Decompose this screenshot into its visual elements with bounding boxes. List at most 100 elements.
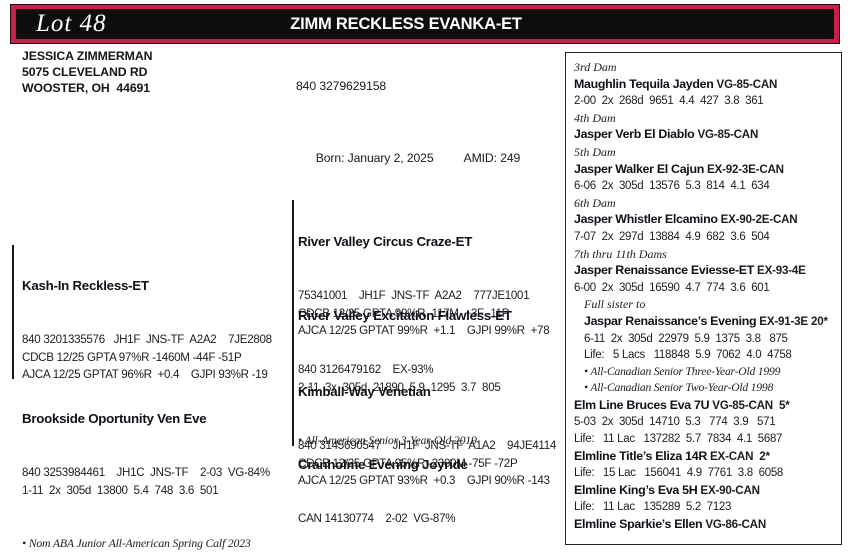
left-pedigree-bracket-line (12, 245, 14, 379)
pedigree-data-line: CDCB 12/25 GPTA 97%R -1460M -44F -51P (22, 350, 242, 364)
classification-score: VG-85-CAN (713, 77, 778, 91)
pedigree-entry-dam: Brookside Oportunity Ven Eve 840 3253984… (22, 374, 270, 556)
pedigree-entry-grandparent: Cranholme Evening Joyride CAN 14130774 2… (298, 420, 468, 556)
pedigree-data-line: 840 3201335576 JH1F JNS-TF A2A2 7JE2808 (22, 333, 272, 346)
pedigree-data-line: 840 3253984461 JH1C JNS-TF 2-03 VG-84% (22, 466, 270, 479)
birth-line: Born: January 2, 2025 AMID: 249 (296, 131, 521, 185)
family-rows: 3rd Dam Maughlin Tequila Jayden VG-85-CAN… (574, 59, 837, 534)
consignor-line: 5075 CLEVELAND RD (22, 65, 148, 79)
family-row-name: Jasper Walker El Cajun EX-92-3E-CAN (574, 161, 837, 179)
family-row-data: Life: 11 Lac 135289 5.2 7123 (574, 501, 732, 514)
family-row-name: Maughlin Tequila Jayden VG-85-CAN (574, 76, 837, 94)
pedigree-lines: CAN 14130774 2-02 VG-87% (298, 510, 468, 528)
consignor-block: JESSICA ZIMMERMAN 5075 CLEVELAND RD WOOSTE… (22, 48, 152, 96)
pedigree-lines: 840 3145690547 JH1F JNS-TF A1A2 94JE4114… (298, 437, 556, 490)
pedigree-data-line: 1-11 2x 305d 13800 5.4 748 3.6 501 (22, 483, 219, 497)
birth-date: Born: January 2, 2025 (315, 151, 434, 165)
family-row-name: Jasper Renaissance Eviesse-ET EX-93-4E (574, 262, 837, 280)
pedigree-lines: 840 3201335576 JH1F JNS-TF A2A2 7JE2808 C… (22, 331, 272, 384)
family-row-name: Elm Line Bruces Eva 7U VG-85-CAN 5* (574, 397, 837, 415)
family-row-label: 6th Dam (574, 195, 616, 210)
pedigree-data-line: CDCB 12/25 GPTA 99%R -117M +3F -11P (298, 306, 510, 320)
animal-name: Elmline Title’s Eliza 14R (574, 448, 707, 463)
award-bullet: 1st Spring Calf, International Jersey Jr… (22, 552, 270, 556)
consignor-line: WOOSTER, OH 44691 (22, 81, 151, 95)
pedigree-data-line: AJCA 12/25 GPTAT 99%R +1.1 GJPI 99%R +78 (298, 324, 550, 338)
family-row-label: 7th thru 11th Dams (574, 246, 667, 261)
pedigree-entry-sire: Kash-In Reckless-ET 840 3201335576 JH1F … (22, 241, 272, 456)
amid-value: AMID: 249 (463, 151, 521, 165)
family-row-name: Jaspar Renaissance’s Evening EX-91-3E 20… (574, 313, 837, 331)
family-row-data: 6-11 2x 305d 22979 5.9 1375 3.8 875 (584, 332, 788, 345)
family-row-label: 5th Dam (574, 144, 616, 159)
animal-name: Cranholme Evening Joyride (298, 457, 468, 472)
family-row-data: 6-00 2x 305d 16590 4.7 774 3.6 601 (574, 281, 770, 294)
consignor-line: JESSICA ZIMMERMAN (22, 49, 153, 63)
animal-name: Maughlin Tequila Jayden (574, 76, 714, 91)
family-row-data: Life: 5 Lacs 118848 5.9 7062 4.0 4758 (584, 349, 792, 362)
family-row-data: Life: 11 Lac 137282 5.7 7834 4.1 5687 (574, 433, 783, 446)
animal-name: Jasper Renaissance Eviesse-ET (574, 263, 755, 278)
family-row-bullet: All-Canadian Senior Two-Year-Old 1998 (574, 380, 837, 397)
classification-score: EX-93-4E (754, 264, 806, 278)
animal-name: Jasper Whistler Elcamino (574, 212, 718, 227)
pedigree-entry-grandparent: River Valley Excitation Flawless-ET 840 … (298, 271, 512, 485)
animal-name: Jaspar Renaissance’s Evening (584, 313, 757, 328)
classification-score: EX-CAN 2* (706, 449, 770, 463)
family-row-bullet: All-Canadian Senior Three-Year-Old 1999 (574, 364, 837, 381)
pedigree-entry-grandparent: River Valley Circus Craze-ET 75341001 JH… (298, 197, 550, 412)
family-row-name: Elmline Sparkie’s Ellen VG-86-CAN (574, 516, 837, 534)
family-row-name: Jasper Verb El Diablo VG-85-CAN (574, 126, 837, 144)
classification-score: VG-86-CAN (702, 518, 767, 532)
pedigree-data-line: 2-11 3x 305d 21890 5.9 1295 3.7 805 (298, 380, 501, 394)
family-row-data: 7-07 2x 297d 13884 4.9 682 3.6 504 (574, 230, 770, 243)
family-row-label: 3rd Dam (574, 60, 617, 74)
pedigree-bullets: All-American Senior 3-Year-Old 2019 (298, 432, 512, 449)
classification-score: EX-92-3E-CAN (703, 162, 784, 176)
pedigree-lines: 840 3126479162 EX-93% 2-11 3x 305d 21890 … (298, 361, 512, 396)
classification-score: EX-90-CAN (697, 483, 760, 497)
lot-header-bar: Lot 48 ZIMM RECKLESS EVANKA-ET (10, 4, 840, 44)
award-bullet: Nom ABA Junior All-American Spring Calf … (22, 535, 270, 552)
pedigree-data-line: 840 3126479162 EX-93% (298, 363, 434, 376)
lot-number: Lot 48 (36, 10, 107, 37)
pedigree-bullets: Nom ABA Junior All-American Spring Calf … (22, 535, 270, 556)
pedigree-data-line: AJCA 12/25 GPTAT 93%R +0.3 GJPI 90%R -14… (298, 474, 550, 488)
animal-name: Elmline King’s Eva 5H (574, 482, 698, 497)
pedigree-data-line: CAN 14130774 2-02 VG-87% (298, 512, 456, 525)
classification-score: EX-90-2E-CAN (717, 213, 798, 227)
family-row-data: 6-06 2x 305d 13576 5.3 814 4.1 634 (574, 180, 770, 193)
family-row-label: 4th Dam (574, 110, 616, 125)
maternal-line-box: 3rd Dam Maughlin Tequila Jayden VG-85-CAN… (565, 52, 842, 545)
family-row-data: 5-03 2x 305d 14710 5.3 774 3.9 571 (574, 416, 776, 429)
animal-name: Jasper Verb El Diablo (574, 127, 695, 142)
pedigree-data-line: 75341001 JH1F JNS-TF A2A2 777JE1001 (298, 289, 530, 302)
animal-title: ZIMM RECKLESS EVANKA-ET (290, 14, 522, 33)
pedigree-data-line: CDCB 12/25 GPTA 95%R -2300M -75F -72P (298, 456, 518, 470)
animal-name: Elmline Sparkie’s Ellen (574, 517, 703, 532)
animal-name: River Valley Circus Craze-ET (298, 234, 473, 249)
animal-name: Brookside Oportunity Ven Eve (22, 411, 207, 426)
animal-name: Elm Line Bruces Eva 7U (574, 397, 710, 412)
pedigree-data-line: AJCA 12/25 GPTAT 96%R +0.4 GJPI 93%R -19 (22, 368, 268, 382)
animal-info-block: 840 3279629158 Born: January 2, 2025 AMID… (296, 41, 520, 221)
animal-name: Kimball-Way Venetian (298, 384, 431, 399)
family-row-name: Elmline King’s Eva 5H EX-90-CAN (574, 482, 837, 500)
pedigree-lines: 840 3253984461 JH1C JNS-TF 2-03 VG-84% 1-… (22, 464, 270, 499)
animal-name: River Valley Excitation Flawless-ET (298, 308, 512, 323)
family-row-name: Jasper Whistler Elcamino EX-90-2E-CAN (574, 211, 837, 229)
animal-name: Kash-In Reckless-ET (22, 278, 149, 293)
family-row-name: Elmline Title’s Eliza 14R EX-CAN 2* (574, 448, 837, 466)
family-row-data: 2-00 2x 268d 9651 4.4 427 3.8 361 (574, 95, 764, 108)
pedigree-lines: 75341001 JH1F JNS-TF A2A2 777JE1001 CDCB … (298, 287, 550, 340)
mid-pedigree-bracket-line (292, 200, 294, 446)
animal-registration-id: 840 3279629158 (296, 79, 387, 93)
award-bullet: All-American Senior 3-Year-Old 2019 (298, 432, 512, 449)
animal-name: Jasper Walker El Cajun (574, 161, 704, 176)
classification-score: EX-91-3E 20* (756, 314, 828, 328)
lot-header-inner: Lot 48 ZIMM RECKLESS EVANKA-ET (16, 9, 834, 39)
pedigree-entry-grandparent: Kimball-Way Venetian 840 3145690547 JH1F… (298, 347, 556, 556)
family-row-label: Full sister to (584, 297, 646, 312)
pedigree-data-line: 840 3145690547 JH1F JNS-TF A1A2 94JE4114 (298, 439, 557, 452)
